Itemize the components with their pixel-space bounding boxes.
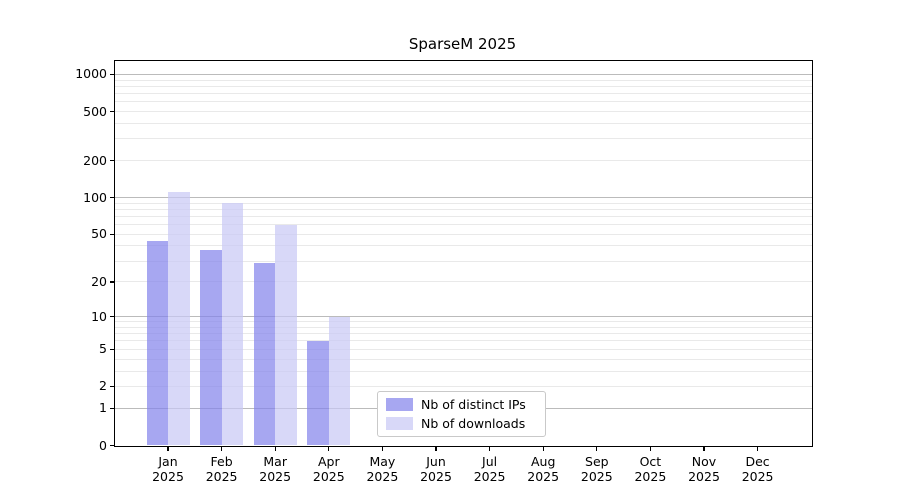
minor-gridline: [115, 101, 812, 103]
legend: Nb of distinct IPs Nb of downloads: [377, 391, 546, 437]
legend-item-distinct-ips: Nb of distinct IPs: [386, 397, 536, 412]
major-gridline: [115, 73, 812, 75]
x-tick-label-jul: Jul 2025: [473, 453, 506, 485]
minor-gridline: [115, 215, 812, 217]
bar-downloads-apr: [328, 316, 351, 446]
y-tick-label: 20: [91, 273, 107, 289]
legend-label-downloads: Nb of downloads: [421, 416, 526, 431]
x-tick-label-mar: Mar 2025: [259, 453, 292, 485]
x-tick-mark: [489, 446, 491, 451]
x-tick-label-may: May 2025: [366, 453, 399, 485]
chart-title: SparseM 2025: [408, 35, 517, 53]
minor-gridline: [115, 326, 812, 328]
major-gridline: [115, 316, 812, 318]
bar-downloads-mar: [275, 224, 297, 446]
y-tick-mark: [109, 159, 114, 162]
minor-gridline: [115, 233, 812, 235]
minor-gridline: [115, 281, 812, 283]
y-tick-mark: [109, 316, 114, 318]
y-tick-label: 100: [83, 189, 107, 205]
x-tick-mark: [221, 446, 223, 451]
legend-label-distinct-ips: Nb of distinct IPs: [421, 397, 526, 412]
minor-gridline: [115, 111, 812, 113]
minor-gridline: [115, 224, 812, 226]
minor-gridline: [115, 122, 812, 124]
legend-swatch-downloads: [386, 417, 413, 430]
legend-swatch-distinct-ips: [386, 398, 413, 411]
x-tick-mark: [381, 446, 383, 451]
minor-gridline: [115, 321, 812, 323]
minor-gridline: [115, 92, 812, 94]
x-tick-label-jun: Jun 2025: [420, 453, 452, 485]
y-tick-label: 1: [99, 400, 107, 416]
bar-distinct-ips-mar: [253, 262, 276, 446]
legend-item-downloads: Nb of downloads: [386, 416, 536, 431]
y-tick-label: 1000: [75, 66, 107, 82]
y-tick-mark: [109, 385, 114, 388]
minor-gridline: [115, 138, 812, 140]
x-tick-label-feb: Feb 2025: [205, 453, 238, 485]
x-tick-mark: [703, 446, 705, 451]
minor-gridline: [115, 385, 812, 387]
plot-area: 0 1 2 5 10 20 50 100 200 500 1000 Jan 2025 Feb 2025 Ma…: [75, 60, 813, 484]
major-gridline: [115, 197, 812, 199]
y-tick-label: 5: [99, 341, 107, 357]
minor-gridline: [115, 340, 812, 342]
y-tick-label: 2: [99, 378, 107, 394]
x-tick-mark: [274, 446, 276, 451]
minor-gridline: [115, 333, 812, 335]
x-tick-mark: [596, 446, 598, 451]
minor-gridline: [115, 202, 812, 204]
y-tick-mark: [109, 348, 114, 350]
y-tick-label: 50: [91, 226, 107, 242]
bar-distinct-ips-jan: [146, 240, 168, 446]
minor-gridline: [115, 358, 812, 360]
x-tick-mark: [167, 446, 169, 451]
minor-gridline: [115, 208, 812, 210]
y-tick-mark: [109, 407, 114, 409]
y-tick-mark: [109, 233, 114, 235]
minor-gridline: [115, 79, 812, 81]
x-tick-mark: [542, 446, 544, 451]
y-tick-label: 10: [91, 308, 107, 324]
minor-gridline: [115, 85, 812, 87]
bar-downloads-feb: [221, 203, 244, 446]
x-tick-label-aug: Aug 2025: [527, 453, 560, 485]
x-tick-mark: [757, 446, 759, 451]
bar-downloads-jan: [168, 191, 190, 446]
x-tick-label-dec: Dec 2025: [741, 453, 774, 485]
y-tick-label: 500: [83, 103, 107, 119]
x-tick-label-oct: Oct 2025: [634, 453, 667, 485]
minor-gridline: [115, 160, 812, 162]
y-tick-mark: [109, 73, 114, 75]
x-tick-label-jan: Jan 2025: [152, 453, 184, 485]
x-tick-mark: [328, 446, 330, 451]
y-tick-label: 200: [83, 152, 107, 168]
y-tick-mark: [109, 196, 114, 199]
bar-distinct-ips-apr: [307, 340, 329, 446]
y-tick-mark: [109, 281, 114, 283]
bar-distinct-ips-feb: [200, 250, 222, 446]
x-tick-label-nov: Nov 2025: [688, 453, 720, 485]
x-tick-label-sep: Sep 2025: [580, 453, 613, 485]
y-tick-label: 0: [99, 437, 107, 453]
y-tick-mark: [109, 444, 114, 447]
y-tick-mark: [109, 110, 114, 113]
minor-gridline: [115, 245, 812, 247]
minor-gridline: [115, 348, 812, 350]
x-tick-mark: [649, 446, 651, 451]
x-tick-mark: [435, 446, 437, 451]
minor-gridline: [115, 260, 812, 262]
minor-gridline: [115, 370, 812, 372]
x-tick-label-apr: Apr 2025: [312, 453, 345, 485]
